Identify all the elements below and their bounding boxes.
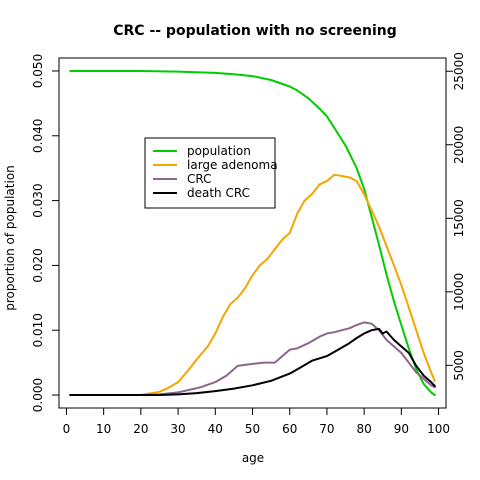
- series-line-large-adenoma: [69, 173, 436, 396]
- legend-label-death-crc: death CRC: [187, 186, 250, 200]
- x-axis: 0 10 20 30 40 50 60 70 80 90 100: [63, 407, 450, 436]
- x-tick-label: 50: [245, 422, 260, 436]
- chart-title: CRC -- population with no screening: [113, 23, 397, 39]
- y2-tick-label: 15000: [452, 199, 466, 237]
- y-axis-label: proportion of population: [3, 165, 17, 311]
- y-axis-right: 5000 10000 15000 20000 25000: [446, 52, 466, 381]
- x-tick-label: 90: [394, 422, 409, 436]
- series-line-population: [69, 70, 436, 396]
- x-tick-label: 60: [282, 422, 297, 436]
- y-axis-left: 0.000 0.010 0.020 0.030 0.040 0.050: [31, 54, 59, 412]
- x-tick-label: 80: [356, 422, 371, 436]
- x-axis-label: age: [242, 451, 264, 465]
- legend-label-large-adenoma: large adenoma: [187, 158, 278, 172]
- y-tick-label: 0.040: [31, 119, 45, 153]
- y2-tick-label: 25000: [452, 52, 466, 90]
- y2-tick-label: 10000: [452, 273, 466, 311]
- legend-box: [144, 137, 276, 209]
- series-line-crc: [69, 321, 436, 396]
- y-tick-label: 0.010: [31, 313, 45, 347]
- legend-label-crc: CRC: [187, 172, 212, 186]
- x-tick-label: 40: [208, 422, 223, 436]
- y-tick-label: 0.020: [31, 248, 45, 282]
- x-tick-label: 70: [319, 422, 334, 436]
- x-tick-label: 20: [133, 422, 148, 436]
- legend-label-population: population: [187, 144, 251, 158]
- x-tick-label: 100: [427, 422, 450, 436]
- y-tick-label: 0.050: [31, 54, 45, 88]
- y-tick-label: 0.000: [31, 378, 45, 412]
- x-tick-label: 30: [170, 422, 185, 436]
- y-tick-label: 0.030: [31, 183, 45, 217]
- x-tick-label: 10: [96, 422, 111, 436]
- x-tick-label: 0: [63, 422, 71, 436]
- y2-tick-label: 20000: [452, 126, 466, 164]
- series-group: [69, 70, 436, 396]
- y2-tick-label: 5000: [452, 350, 466, 381]
- series-line-death-crc: [69, 327, 436, 396]
